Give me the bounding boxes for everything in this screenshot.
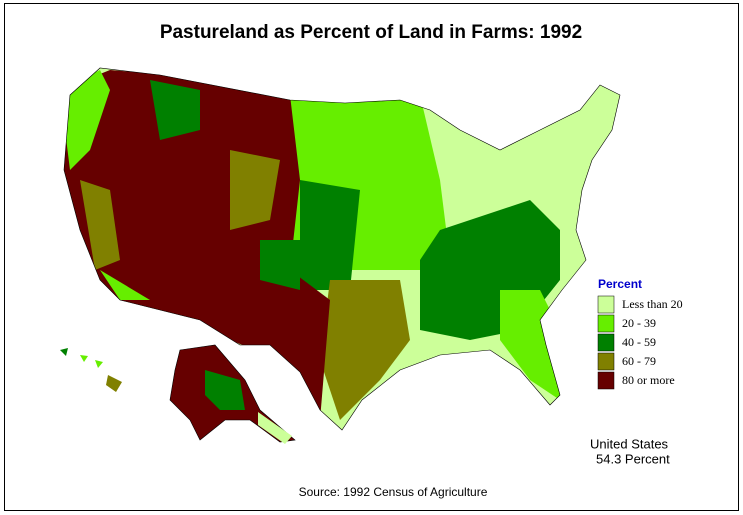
legend-label: 80 or more xyxy=(622,373,675,387)
legend-label: 20 - 39 xyxy=(622,316,656,330)
region xyxy=(150,80,200,140)
legend-swatch xyxy=(597,295,615,314)
us-outline xyxy=(63,67,621,431)
region xyxy=(260,240,300,290)
legend-swatch xyxy=(597,314,615,333)
region xyxy=(320,280,410,420)
note-line: 54.3 Percent xyxy=(596,451,670,466)
region xyxy=(64,70,110,170)
legend-title: Percent xyxy=(598,277,642,291)
region xyxy=(230,150,280,230)
hawaii xyxy=(80,355,88,362)
alaska-region xyxy=(258,412,292,444)
alaska-region xyxy=(205,370,245,410)
legend-swatch xyxy=(597,371,615,390)
hawaii xyxy=(106,375,122,392)
source: Source: 1992 Census of Agriculture xyxy=(299,485,488,499)
legend-swatch xyxy=(597,352,615,371)
region xyxy=(80,180,120,270)
region xyxy=(300,180,360,290)
region xyxy=(100,270,150,300)
hawaii xyxy=(60,348,68,356)
legend-swatch xyxy=(597,333,615,352)
legend: Percent Less than 20 20 - 39 40 - 59 60 - 7… xyxy=(597,277,683,390)
title: Pastureland as Percent of Land in Farms:… xyxy=(160,22,582,43)
legend-label: 40 - 59 xyxy=(622,335,656,349)
legend-label: Less than 20 xyxy=(622,297,683,311)
hawaii xyxy=(95,360,103,368)
note-line: United States xyxy=(590,436,669,451)
legend-label: 60 - 79 xyxy=(622,354,656,368)
